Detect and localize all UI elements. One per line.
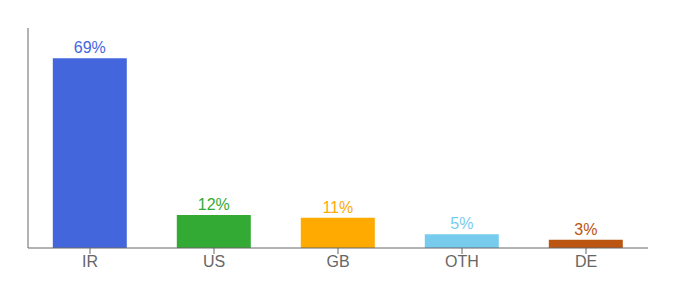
svg-text:5%: 5% (450, 215, 473, 232)
svg-text:DE: DE (575, 253, 597, 270)
svg-text:GB: GB (326, 253, 349, 270)
svg-text:11%: 11% (322, 199, 353, 216)
svg-text:3%: 3% (574, 221, 597, 238)
svg-text:69%: 69% (74, 39, 106, 56)
svg-text:IR: IR (82, 253, 98, 270)
svg-text:US: US (203, 253, 225, 270)
svg-text:12%: 12% (198, 196, 230, 213)
svg-text:OTH: OTH (445, 253, 479, 270)
